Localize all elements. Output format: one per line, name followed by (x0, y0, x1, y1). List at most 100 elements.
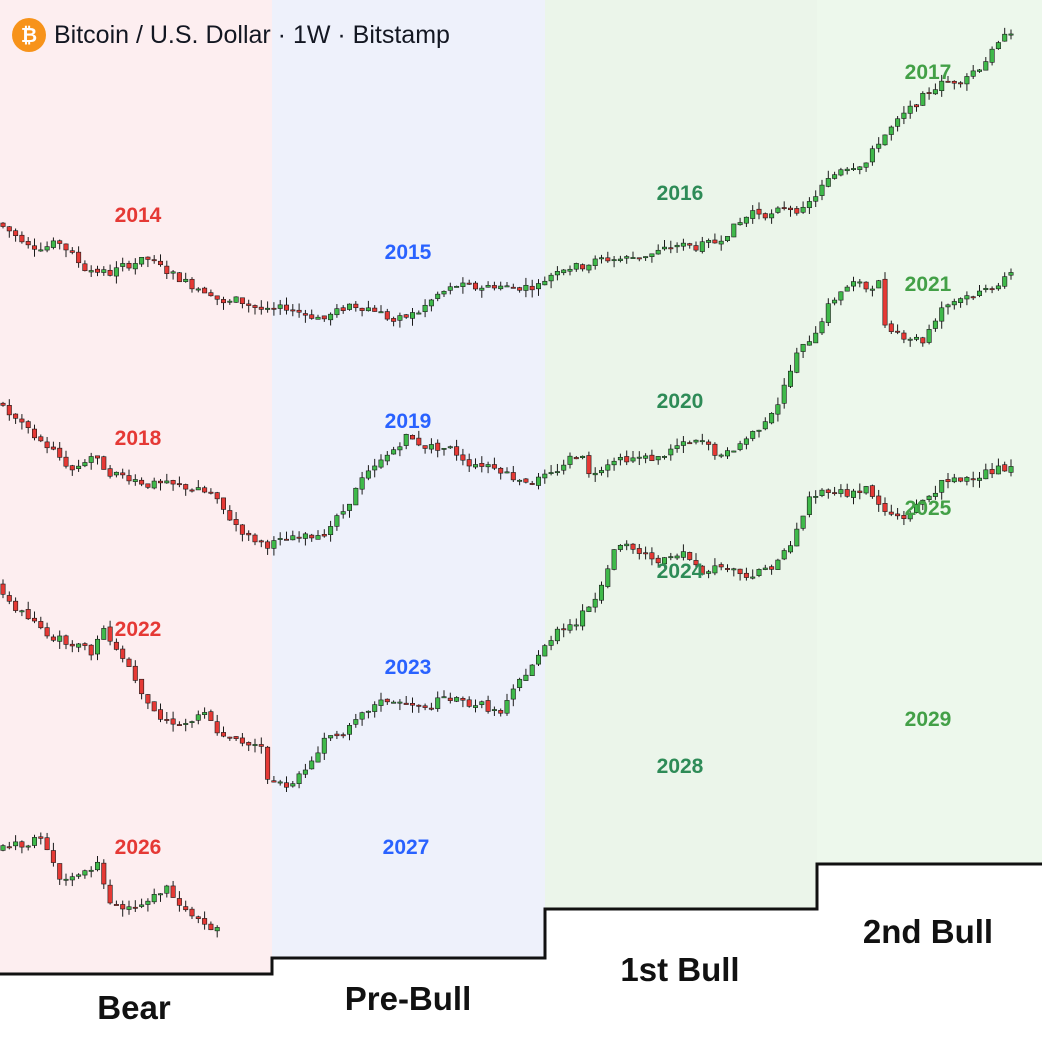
candle-body (277, 781, 283, 784)
candle-body (0, 845, 6, 851)
year-label-2024: 2024 (657, 560, 704, 583)
candle-body (573, 263, 579, 270)
candle (31, 834, 37, 849)
candle (384, 698, 390, 705)
candle-body (743, 572, 749, 578)
candle (176, 891, 182, 912)
candle-body (592, 598, 598, 608)
candle-body (101, 269, 107, 273)
candle-body (819, 184, 825, 196)
candle (611, 457, 617, 471)
candle (422, 445, 428, 454)
candle-body (428, 444, 434, 450)
candle-body (706, 240, 712, 243)
candle (806, 491, 812, 518)
candle (208, 709, 214, 721)
candle-body (44, 627, 50, 637)
candle (580, 455, 586, 460)
candle-body (724, 450, 730, 457)
candle (403, 314, 409, 319)
candle-body (863, 486, 869, 494)
candle-body (850, 281, 856, 287)
candle-body (290, 783, 296, 787)
candle (529, 480, 535, 486)
candle (472, 281, 478, 291)
candle-body (706, 441, 712, 445)
candle (315, 746, 321, 763)
candle-body (460, 454, 466, 461)
chart-title: Bitcoin / U.S. Dollar · 1W · Bitstamp (54, 20, 450, 49)
candle (38, 616, 44, 630)
candle (976, 68, 982, 73)
candle-body (233, 519, 239, 525)
year-label-2026: 2026 (115, 836, 162, 859)
candle-body (57, 447, 63, 458)
candle (913, 334, 919, 342)
candle (825, 170, 831, 188)
candle (869, 285, 875, 297)
candle (214, 295, 220, 306)
candle (296, 771, 302, 789)
candle (498, 466, 504, 480)
candle (983, 463, 989, 480)
candle (101, 859, 107, 890)
candle-body (88, 869, 94, 872)
candle (101, 266, 107, 276)
candle (485, 281, 491, 288)
candle-body (794, 352, 800, 373)
candle (554, 626, 560, 645)
candle (573, 455, 579, 460)
candle-body (19, 610, 25, 613)
candle (428, 298, 434, 312)
candle-body (945, 479, 951, 483)
candle-body (706, 571, 712, 574)
candle (750, 569, 756, 580)
candle-body (346, 303, 352, 310)
candle-body (995, 285, 1001, 290)
candle (832, 297, 838, 306)
candle (309, 309, 315, 320)
candle (170, 880, 176, 898)
candle-body (365, 307, 371, 312)
candle-body (76, 251, 82, 264)
candle-body (838, 489, 844, 494)
candle (151, 477, 157, 490)
candle (850, 276, 856, 292)
candle-body (139, 479, 145, 485)
candle-body (611, 259, 617, 262)
candle (630, 451, 636, 463)
candle-body (328, 735, 334, 739)
candle (63, 634, 69, 650)
candle-body (296, 309, 302, 313)
candle (668, 444, 674, 461)
candle (126, 260, 132, 271)
candle (309, 533, 315, 542)
candle (447, 692, 453, 704)
candle-body (787, 545, 793, 553)
candle (302, 532, 308, 546)
candle (25, 420, 31, 434)
candle (334, 304, 340, 318)
candle-body (756, 569, 762, 576)
candle (844, 285, 850, 292)
candle (227, 299, 233, 305)
candle (825, 488, 831, 499)
candle-body (813, 332, 819, 344)
candle-body (120, 904, 126, 910)
candle (743, 216, 749, 228)
candle-body (113, 267, 119, 277)
candle-body (416, 437, 422, 446)
candle (964, 73, 970, 91)
candle-body (762, 567, 768, 570)
candle (391, 316, 397, 327)
candle-body (422, 705, 428, 708)
candle-body (88, 270, 94, 273)
candle-body (863, 162, 869, 168)
candle (0, 401, 6, 407)
candle-body (447, 697, 453, 701)
candle (95, 635, 101, 661)
candle-body (208, 923, 214, 931)
candle-body (296, 536, 302, 539)
candle-body (246, 742, 252, 746)
